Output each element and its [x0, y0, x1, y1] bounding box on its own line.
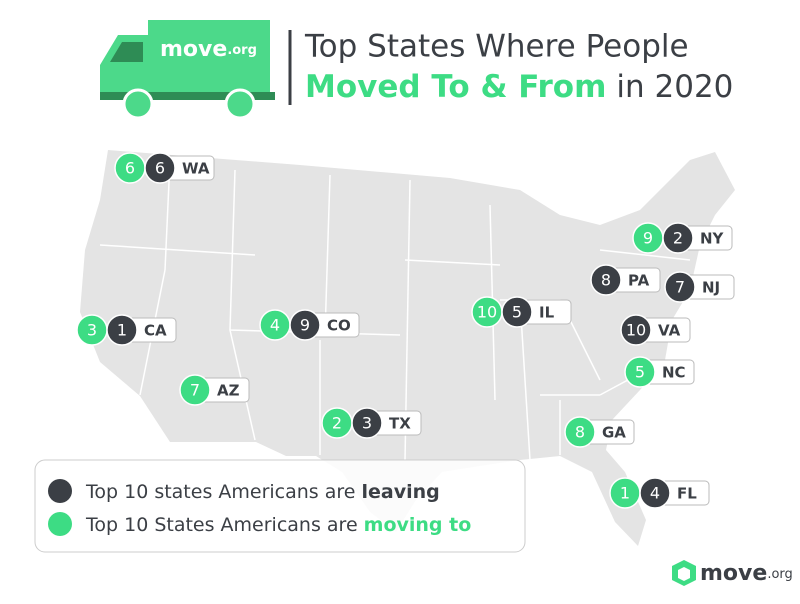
state-abbr: CA	[144, 322, 167, 340]
moving-rank: 7	[190, 381, 200, 400]
state-badges: WA 6 6 NY 9 2 PA 8 NJ 7 CA 3 1 CO 4 9 IL 10 5 VA 10 NC 5 AZ 7 TX 2…	[76, 152, 735, 509]
title-rest: in 2020	[616, 69, 733, 105]
leaving-rank-dot	[590, 264, 622, 296]
leaving-rank-dot	[639, 477, 671, 509]
state-abbr: PA	[628, 272, 650, 290]
footer-logo: move.org	[672, 560, 793, 586]
legend-leaving-text: Top 10 states Americans are	[85, 481, 355, 503]
legend-leaving-emphasis: leaving	[361, 481, 439, 503]
legend-dark-dot	[48, 479, 72, 503]
truck-icon: move.org	[100, 20, 275, 120]
leaving-rank: 7	[675, 278, 685, 297]
svg-text:move.org: move.org	[700, 561, 793, 586]
legend-box	[34, 459, 526, 553]
truck-logo: move	[160, 37, 227, 62]
state-abbr: TX	[389, 415, 411, 433]
leaving-rank-dot	[664, 271, 696, 303]
leaving-rank: 6	[155, 159, 165, 178]
state-abbr: NC	[662, 364, 686, 382]
truck-logo-suffix: .org	[227, 43, 257, 58]
title-line1: Top States Where People	[304, 29, 689, 65]
state-abbr: NJ	[702, 279, 720, 297]
moving-rank: 3	[87, 321, 97, 340]
title-highlight: Moved To & From	[305, 69, 606, 105]
legend-moving-emphasis: moving to	[364, 514, 472, 536]
moving-rank: 2	[332, 414, 342, 433]
leaving-rank: 2	[673, 229, 683, 248]
svg-text:move.org: move.org	[160, 37, 257, 62]
leaving-rank-dot	[662, 222, 694, 254]
leaving-rank-dot	[501, 296, 533, 328]
legend-moving: Top 10 States Americans are moving to	[85, 514, 471, 536]
title-line2: Moved To & From in 2020	[305, 69, 733, 105]
leaving-rank: 8	[601, 271, 611, 290]
leaving-rank: 4	[650, 484, 660, 503]
state-abbr: FL	[677, 485, 697, 503]
moving-rank: 6	[125, 159, 135, 178]
footer-logo-suffix: .org	[767, 567, 792, 582]
leaving-rank: 10	[626, 321, 646, 340]
state-abbr: VA	[658, 322, 681, 340]
moving-rank: 8	[575, 423, 585, 442]
leaving-rank: 3	[362, 414, 372, 433]
legend-green-dot	[48, 512, 72, 536]
leaving-rank-dot	[351, 407, 383, 439]
state-abbr: GA	[602, 424, 626, 442]
moving-rank-dot	[564, 416, 596, 448]
moving-rank-dot	[179, 374, 211, 406]
state-abbr: IL	[539, 304, 555, 322]
leaving-rank: 5	[512, 303, 522, 322]
leaving-rank-dot	[620, 314, 652, 346]
moving-rank: 5	[635, 363, 645, 382]
moving-rank-dot	[624, 356, 656, 388]
leaving-rank-dot	[289, 309, 321, 341]
leaving-rank: 9	[300, 316, 310, 335]
moving-rank: 1	[620, 484, 630, 503]
state-abbr: WA	[182, 160, 210, 178]
legend-moving-text: Top 10 States Americans are	[85, 514, 358, 536]
legend-leaving: Top 10 states Americans are leaving	[85, 481, 440, 503]
leaving-rank: 1	[117, 321, 127, 340]
state-abbr: CO	[327, 317, 351, 335]
moving-rank: 4	[270, 316, 280, 335]
state-abbr: NY	[700, 230, 725, 248]
leaving-rank-dot	[106, 314, 138, 346]
state-abbr: AZ	[217, 382, 240, 400]
footer-logo-text: move	[700, 561, 767, 586]
moving-rank: 10	[477, 303, 497, 322]
moving-rank: 9	[643, 229, 653, 248]
leaving-rank-dot	[144, 152, 176, 184]
